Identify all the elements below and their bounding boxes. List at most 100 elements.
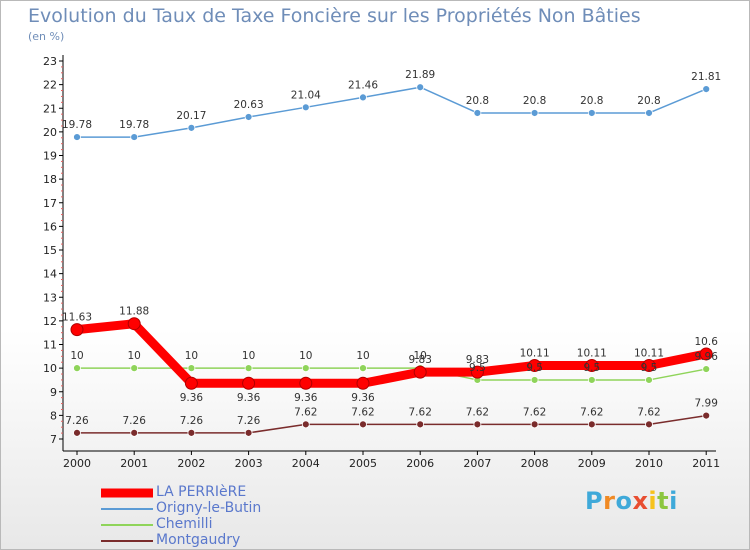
y-tick-label: 18 [43, 173, 57, 186]
data-point [301, 103, 310, 112]
data-label: 9.96 [695, 351, 719, 363]
x-tick-label: 2006 [406, 457, 434, 470]
data-label: 10.11 [634, 348, 664, 360]
x-tick-label: 2005 [349, 457, 377, 470]
data-point [299, 376, 313, 390]
data-label: 7.62 [409, 406, 432, 418]
legend-label: Montgaudry [156, 532, 241, 548]
data-label: 11.88 [119, 306, 149, 318]
legend-swatch [101, 523, 153, 526]
data-label: 10.11 [577, 348, 607, 360]
data-point [645, 420, 653, 429]
data-point [187, 364, 196, 373]
data-point [587, 420, 596, 429]
data-label: 10 [185, 350, 198, 362]
data-label: 9.5 [583, 362, 600, 374]
chart-unit-label: (en %) [28, 30, 65, 43]
data-label: 10 [242, 350, 255, 362]
data-label: 19.78 [119, 119, 149, 131]
data-point [73, 364, 81, 373]
data-point [187, 428, 196, 437]
data-label: 20.63 [234, 99, 264, 111]
logo-letter: r [603, 487, 616, 515]
data-point [699, 347, 713, 361]
chart-series [70, 83, 713, 437]
y-tick-label: 14 [43, 268, 57, 281]
data-point [473, 420, 482, 429]
data-label: 10 [128, 350, 141, 362]
data-point [130, 364, 139, 373]
data-label: 7.62 [580, 406, 603, 418]
data-point [413, 365, 427, 379]
data-label: 21.46 [348, 79, 378, 91]
data-label: 7.62 [466, 406, 489, 418]
data-point [702, 85, 711, 94]
legend-label: Chemilli [156, 516, 213, 532]
y-tick-label: 15 [43, 244, 57, 257]
chart-data-labels: 19.78 19.78 20.17 20.63 21.04 21.46 21.89 20.8 2… [62, 69, 721, 427]
legend-swatch [101, 507, 153, 510]
y-tick-label: 21 [43, 102, 57, 115]
data-point [702, 411, 711, 420]
data-point [130, 428, 139, 437]
x-tick-label: 2011 [692, 457, 720, 470]
data-label: 9.5 [641, 362, 658, 374]
data-point [645, 376, 653, 384]
legend-label: LA PERRIèRE [156, 484, 247, 500]
data-label: 7.26 [237, 415, 261, 427]
data-label: 9.36 [294, 392, 318, 404]
data-label: 9.5 [469, 362, 486, 374]
data-point [645, 109, 653, 117]
series-line-1 [76, 86, 707, 138]
logo-letter: i [648, 487, 658, 515]
data-label: 7.99 [695, 398, 718, 410]
data-point [359, 93, 367, 102]
data-point [530, 109, 539, 117]
x-tick-label: 2010 [635, 457, 663, 470]
data-point [642, 359, 656, 373]
chart-axes: 7 8 9 10 11 12 13 14 15 16 17 18 19 20 21 22 23 2000 2001 2… [43, 55, 720, 470]
x-tick-label: 2003 [235, 457, 263, 470]
data-label: 7.26 [180, 415, 204, 427]
data-label: 9.83 [466, 354, 489, 366]
data-label: 10 [70, 350, 83, 362]
data-point [356, 376, 370, 390]
data-label: 10 [299, 350, 312, 362]
y-tick-label: 12 [43, 315, 57, 328]
data-point [359, 420, 367, 429]
data-point [473, 109, 482, 117]
y-tick-label: 8 [50, 409, 57, 422]
chart-title: Evolution du Taux de Taxe Foncière sur l… [28, 5, 641, 27]
data-point [359, 364, 367, 373]
data-label: 7.62 [523, 406, 546, 418]
data-label: 10 [414, 350, 427, 362]
data-point [587, 109, 596, 117]
legend-swatch [101, 488, 153, 497]
x-tick-label: 2009 [578, 457, 606, 470]
data-point [585, 359, 599, 373]
y-tick-label: 19 [43, 150, 57, 163]
x-tick-label: 2008 [521, 457, 549, 470]
logo-letter: P [585, 487, 604, 515]
data-point [301, 364, 310, 373]
legend-label: Origny-le-Butin [156, 500, 262, 516]
y-tick-label: 13 [43, 291, 57, 304]
data-point [530, 420, 539, 429]
data-point [244, 113, 253, 121]
data-label: 7.62 [351, 406, 374, 418]
data-label: 9.36 [351, 392, 375, 404]
x-tick-label: 2007 [463, 457, 491, 470]
data-label: 20.8 [466, 95, 489, 107]
y-tick-label: 16 [43, 220, 57, 233]
y-tick-label: 10 [43, 362, 57, 375]
data-label: 9.36 [180, 392, 204, 404]
data-label: 9.36 [237, 392, 261, 404]
data-label: 7.62 [637, 406, 660, 418]
data-label: 21.04 [291, 89, 321, 101]
data-point [242, 376, 256, 390]
data-point [130, 133, 139, 141]
data-point [127, 317, 141, 331]
x-tick-label: 2001 [120, 457, 148, 470]
